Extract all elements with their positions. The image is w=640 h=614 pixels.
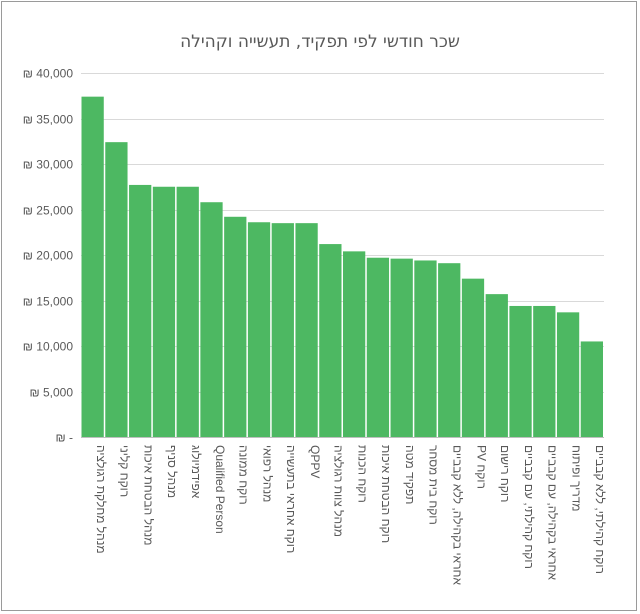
y-tick-label: ₪ 15,000 bbox=[23, 295, 74, 309]
x-tick-label: רוקח בית מסחר bbox=[427, 445, 441, 525]
x-tick-label: מנהל סניף bbox=[165, 445, 179, 498]
y-tick-label: ₪ 30,000 bbox=[23, 158, 74, 172]
y-axis-ticks: ₪ - ₪ 5,000 ₪ 10,000 ₪ 15,000 ₪ 20,000 ₪ 25,0… bbox=[23, 67, 74, 445]
bar bbox=[438, 263, 461, 437]
x-tick-label: מנהל צוות רגולציה bbox=[332, 445, 346, 537]
bar bbox=[247, 222, 271, 437]
x-tick-label: רוקח קליני bbox=[118, 445, 132, 497]
bar bbox=[390, 258, 413, 437]
x-tick-label: אחראי בקהילה, ללא קבביים bbox=[450, 445, 464, 585]
bar bbox=[271, 223, 294, 437]
bar bbox=[509, 305, 532, 437]
x-tick-label: רוקח הבטחת איכות bbox=[379, 445, 393, 543]
x-tick-label: מדריך ופיתוח bbox=[569, 445, 583, 512]
y-tick-label: ₪ 10,000 bbox=[23, 340, 74, 354]
x-tick-label: רוקח הכנות bbox=[355, 445, 369, 503]
x-tick-label: אחראי בקהילה, עם קבביים bbox=[546, 445, 560, 580]
bar bbox=[176, 186, 199, 437]
bar bbox=[414, 260, 437, 437]
y-tick-label: ₪ 35,000 bbox=[23, 113, 74, 127]
bar bbox=[224, 216, 247, 437]
bar bbox=[129, 184, 152, 437]
bar bbox=[343, 251, 366, 437]
bar bbox=[81, 96, 104, 437]
x-tick-label: רוקח ממונה bbox=[237, 445, 251, 505]
y-tick-label: ₪ 40,000 bbox=[23, 67, 74, 81]
y-tick-label: ₪ 25,000 bbox=[23, 204, 74, 218]
bar bbox=[461, 278, 485, 437]
y-tick-label: ₪ 20,000 bbox=[23, 249, 74, 263]
x-tick-label: רוקח קהילתי, עם קבביים bbox=[522, 445, 536, 569]
x-tick-label: מנהל הבטחת איכות bbox=[141, 445, 155, 545]
bar bbox=[556, 312, 580, 437]
y-tick-label: ₪ - bbox=[55, 431, 73, 445]
x-tick-label: אפידמיולוג bbox=[189, 445, 203, 499]
bar bbox=[152, 186, 176, 437]
bar bbox=[580, 341, 603, 437]
x-tick-label: רוקח רישום bbox=[498, 445, 512, 502]
bar bbox=[319, 244, 342, 437]
bar bbox=[533, 305, 556, 437]
x-axis-ticks: מנהל מחלקת רגולציה רוקח קליני מנהל הבטחת א… bbox=[94, 445, 607, 585]
bar bbox=[295, 223, 318, 437]
x-tick-label: תפקיד מטה bbox=[403, 445, 417, 504]
x-tick-label: QPPV bbox=[308, 445, 322, 478]
bars bbox=[81, 96, 603, 437]
x-tick-label: Qualified Person bbox=[213, 445, 227, 534]
bar bbox=[366, 257, 390, 437]
y-tick-label: ₪ 5,000 bbox=[29, 386, 73, 400]
bar bbox=[485, 294, 508, 437]
x-tick-label: PV רוקח bbox=[474, 445, 488, 489]
x-tick-label: רוקח קהילתי, ללא קבביים bbox=[593, 445, 607, 574]
chart-title: שכר חודשי לפי תפקיד, תעשייה וקהילה bbox=[180, 32, 460, 52]
bar bbox=[200, 202, 223, 437]
x-tick-label: מנהל רפואי bbox=[260, 445, 274, 502]
x-tick-label: מנהל מחלקת רגולציה bbox=[94, 445, 108, 554]
bar bbox=[105, 142, 128, 437]
x-tick-label: רוקח אחראי בתעשייה bbox=[284, 445, 298, 553]
